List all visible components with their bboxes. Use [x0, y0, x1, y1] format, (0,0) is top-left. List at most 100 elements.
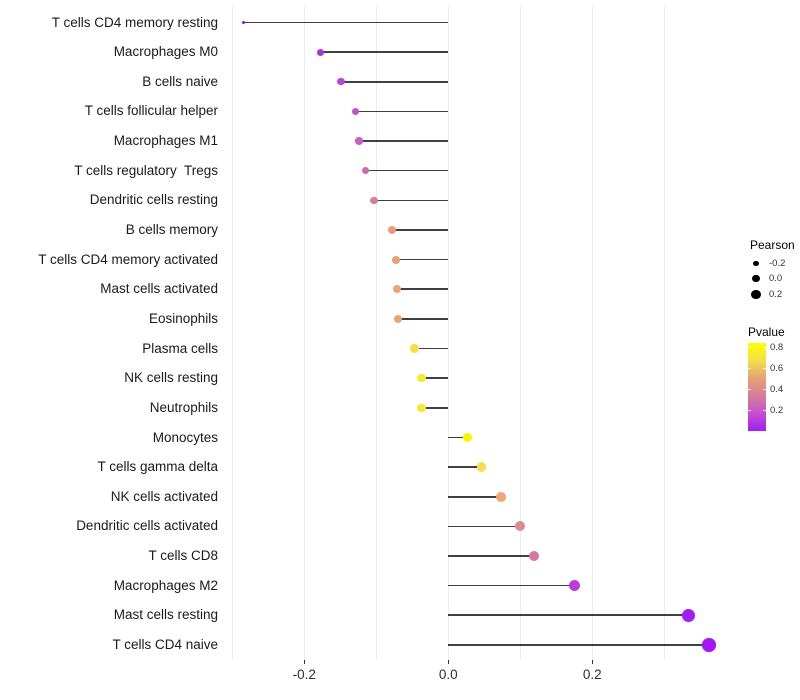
lollipop-stick: [359, 140, 449, 142]
x-axis-tick-label: 0.0: [438, 667, 458, 682]
size-legend-label: -0.2: [769, 258, 786, 269]
lollipop-dot: [528, 550, 540, 562]
y-axis-label: Eosinophils: [148, 310, 218, 326]
x-axis-tick: [304, 660, 306, 664]
lollipop-stick: [397, 318, 449, 320]
colorbar-tick: [763, 347, 766, 349]
gridline: [520, 7, 522, 660]
lollipop-dot: [317, 48, 325, 56]
lollipop-dot: [514, 521, 525, 532]
lollipop-dot: [242, 21, 246, 24]
lollipop-stick: [374, 199, 449, 202]
colorbar-tick: [748, 410, 751, 412]
y-axis-label: Mast cells resting: [113, 607, 218, 623]
colorbar-tick: [763, 389, 766, 391]
lollipop-dot: [337, 78, 345, 86]
lollipop-dot: [388, 226, 397, 234]
y-axis-label: Macrophages M0: [113, 44, 218, 60]
y-axis-label: Mast cells activated: [100, 281, 218, 297]
y-axis-label: T cells CD4 naive: [112, 636, 218, 652]
lollipop-stick: [397, 288, 449, 291]
y-axis-label: Plasma cells: [142, 340, 218, 356]
lollipop-stick: [448, 466, 482, 468]
lollipop-dot: [568, 580, 580, 592]
y-axis-label: T cells CD4 memory activated: [38, 251, 218, 267]
colorbar-tick: [748, 368, 751, 370]
y-axis-label: T cells follicular helper: [84, 103, 218, 119]
gridline: [376, 7, 378, 660]
size-legend-dot: [753, 260, 759, 267]
gridline: [304, 7, 306, 660]
size-legend-dot: [751, 289, 761, 300]
colorbar-tick: [748, 389, 751, 391]
gridline: [592, 7, 594, 660]
lollipop-stick: [448, 614, 689, 617]
size-legend-title: Pearson: [750, 238, 795, 252]
y-axis-label: Macrophages M2: [113, 577, 218, 593]
y-axis-label: T cells regulatory Tregs: [74, 162, 218, 178]
lollipop-stick: [320, 51, 449, 53]
size-legend-label: 0.0: [769, 273, 783, 284]
size-legend-label: 0.2: [769, 289, 783, 300]
lollipop-stick: [414, 347, 449, 350]
size-legend-dot: [752, 274, 760, 283]
lollipop-dot: [476, 462, 487, 472]
lollipop-dot: [393, 314, 402, 323]
colorbar-tick: [748, 347, 751, 349]
gridline: [664, 7, 666, 660]
lollipop-stick: [448, 525, 520, 528]
lollipop-dot: [417, 403, 426, 413]
lollipop-dot: [355, 137, 363, 145]
lollipop-dot: [462, 433, 472, 442]
y-axis-label: Neutrophils: [149, 399, 218, 415]
gridline: [448, 7, 450, 660]
y-axis-label: Dendritic cells activated: [76, 518, 218, 534]
lollipop-dot: [391, 255, 400, 264]
x-axis-tick: [592, 660, 594, 664]
y-axis-label: NK cells resting: [124, 370, 218, 386]
x-axis-tick-label: 0.2: [582, 667, 602, 682]
lollipop-dot: [702, 638, 716, 652]
colorbar-tick-label: 0.4: [770, 383, 784, 395]
lollipop-stick: [421, 377, 449, 379]
y-axis-label: T cells gamma delta: [97, 459, 218, 475]
lollipop-dot: [496, 491, 506, 502]
lollipop-stick: [243, 21, 449, 24]
lollipop-stick: [355, 110, 449, 113]
lollipop-stick: [392, 229, 449, 231]
y-axis-label: T cells CD8: [148, 548, 218, 563]
y-axis-label: Macrophages M1: [113, 133, 218, 149]
x-axis-tick-label: -0.2: [292, 667, 316, 682]
y-axis-label: B cells memory: [125, 222, 218, 237]
lollipop-stick: [448, 555, 534, 557]
lollipop-dot: [417, 373, 426, 383]
lollipop-stick: [365, 169, 449, 172]
pvalue-colorbar: [748, 343, 766, 431]
lollipop-dot: [682, 608, 696, 622]
lollipop-stick: [395, 258, 449, 261]
lollipop-stick: [448, 644, 709, 646]
lollipop-stick: [448, 584, 575, 587]
y-axis-label: B cells naive: [142, 73, 218, 89]
colorbar-tick-label: 0.8: [770, 341, 784, 353]
y-axis-label: Dendritic cells resting: [89, 192, 218, 208]
gridline: [232, 7, 234, 660]
colorbar-tick-label: 0.2: [770, 404, 784, 416]
lollipop-dot: [410, 344, 419, 353]
colorbar-tick: [763, 410, 766, 412]
lollipop-stick: [341, 80, 449, 83]
lollipop-stick: [448, 436, 467, 439]
y-axis-label: NK cells activated: [110, 488, 218, 504]
colorbar-tick: [763, 368, 766, 370]
lollipop-dot: [393, 285, 402, 294]
lollipop-dot: [361, 166, 370, 175]
colorbar-tick-label: 0.6: [770, 362, 784, 374]
y-axis-label: T cells CD4 memory resting: [51, 14, 218, 30]
lollipop-dot: [370, 196, 378, 205]
lollipop-dot: [351, 107, 360, 116]
lollipop-stick: [448, 495, 501, 498]
y-axis-label: Monocytes: [152, 429, 218, 445]
color-legend-title: Pvalue: [748, 325, 785, 339]
x-axis-tick: [448, 660, 450, 664]
